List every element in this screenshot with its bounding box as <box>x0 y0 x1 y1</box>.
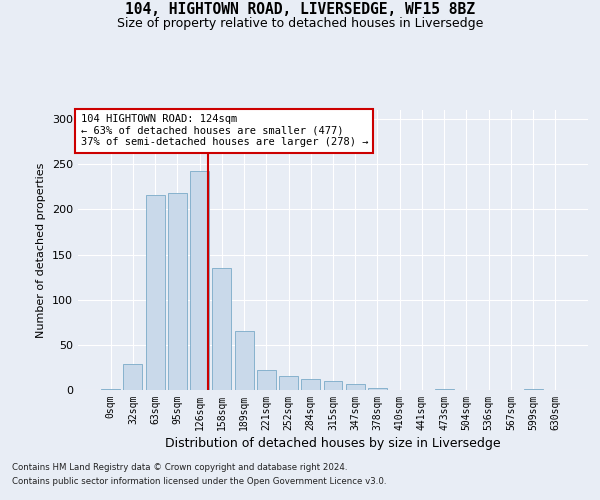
Bar <box>323 381 343 390</box>
Bar <box>212 268 231 390</box>
Text: Distribution of detached houses by size in Liversedge: Distribution of detached houses by size … <box>165 438 501 450</box>
Bar <box>257 370 276 390</box>
Bar <box>190 170 209 390</box>
Bar <box>101 389 120 390</box>
Bar <box>124 364 142 390</box>
Bar <box>368 388 387 390</box>
Bar <box>346 384 365 390</box>
Text: 104 HIGHTOWN ROAD: 124sqm
← 63% of detached houses are smaller (477)
37% of semi: 104 HIGHTOWN ROAD: 124sqm ← 63% of detac… <box>80 114 368 148</box>
Text: Size of property relative to detached houses in Liversedge: Size of property relative to detached ho… <box>117 18 483 30</box>
Bar <box>168 193 187 390</box>
Y-axis label: Number of detached properties: Number of detached properties <box>37 162 46 338</box>
Bar <box>435 389 454 390</box>
Text: Contains public sector information licensed under the Open Government Licence v3: Contains public sector information licen… <box>12 477 386 486</box>
Text: Contains HM Land Registry data © Crown copyright and database right 2024.: Contains HM Land Registry data © Crown c… <box>12 464 347 472</box>
Text: 104, HIGHTOWN ROAD, LIVERSEDGE, WF15 8BZ: 104, HIGHTOWN ROAD, LIVERSEDGE, WF15 8BZ <box>125 2 475 18</box>
Bar <box>235 332 254 390</box>
Bar <box>146 195 164 390</box>
Bar <box>524 389 542 390</box>
Bar <box>279 376 298 390</box>
Bar <box>301 379 320 390</box>
